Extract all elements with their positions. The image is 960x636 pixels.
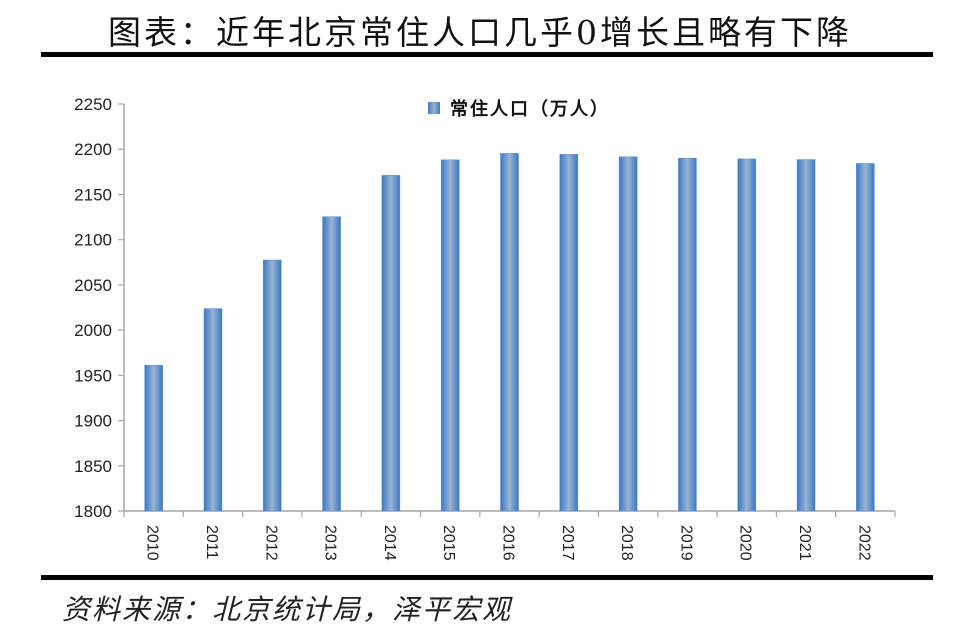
page-title: 图表：近年北京常住人口几乎0增长且略有下降 xyxy=(108,13,852,52)
x-tick-label: 2020 xyxy=(737,525,754,561)
bar xyxy=(144,364,163,512)
y-tick-label: 2250 xyxy=(74,95,112,114)
x-tick-label: 2014 xyxy=(381,525,398,561)
bar xyxy=(263,259,282,512)
bar xyxy=(618,156,638,512)
y-tick-label: 1800 xyxy=(74,502,112,521)
x-tick-label: 2011 xyxy=(203,525,220,560)
y-tick-label: 2150 xyxy=(74,185,112,204)
bar xyxy=(203,308,223,512)
x-tick-label: 2017 xyxy=(559,525,576,561)
x-tick-label: 2022 xyxy=(855,525,872,561)
x-tick-label: 2018 xyxy=(618,525,635,561)
footer-divider xyxy=(41,575,933,580)
legend: 常住人口（万人） xyxy=(428,95,610,121)
bar xyxy=(678,157,697,512)
y-tick-label: 1950 xyxy=(74,366,112,385)
x-tick-label: 2016 xyxy=(500,525,517,561)
bar xyxy=(440,159,460,512)
source-note: 资料来源：北京统计局，泽平宏观 xyxy=(62,593,513,626)
y-axis: 1800 1850 1900 1950 2000 2050 2100 2150 2200 2250 xyxy=(74,95,125,521)
x-axis: 2010 2011 2012 2013 2014 2015 2016 2017 2018 2019… xyxy=(123,510,896,561)
y-tick-label: 2000 xyxy=(74,321,112,340)
bar xyxy=(500,153,519,512)
x-tick-label: 2013 xyxy=(322,525,339,561)
x-tick-label: 2021 xyxy=(796,525,813,561)
bar xyxy=(381,175,401,512)
bar xyxy=(856,163,875,512)
title-divider xyxy=(41,52,933,57)
x-tick-label: 2019 xyxy=(677,525,694,561)
bar xyxy=(322,216,341,512)
bar xyxy=(737,158,756,512)
x-tick-label: 2012 xyxy=(262,525,279,561)
bar xyxy=(796,159,816,512)
y-tick-label: 1850 xyxy=(74,457,112,476)
bar-series xyxy=(144,153,875,512)
y-tick-label: 2200 xyxy=(74,140,112,159)
legend-label: 常住人口（万人） xyxy=(450,99,610,120)
bar xyxy=(559,154,579,512)
legend-swatch-icon xyxy=(428,102,440,114)
x-tick-label: 2015 xyxy=(440,525,457,561)
y-tick-label: 2100 xyxy=(74,231,112,250)
y-tick-label: 2050 xyxy=(74,276,112,295)
y-tick-label: 1900 xyxy=(74,412,112,431)
x-tick-label: 2010 xyxy=(144,525,161,561)
